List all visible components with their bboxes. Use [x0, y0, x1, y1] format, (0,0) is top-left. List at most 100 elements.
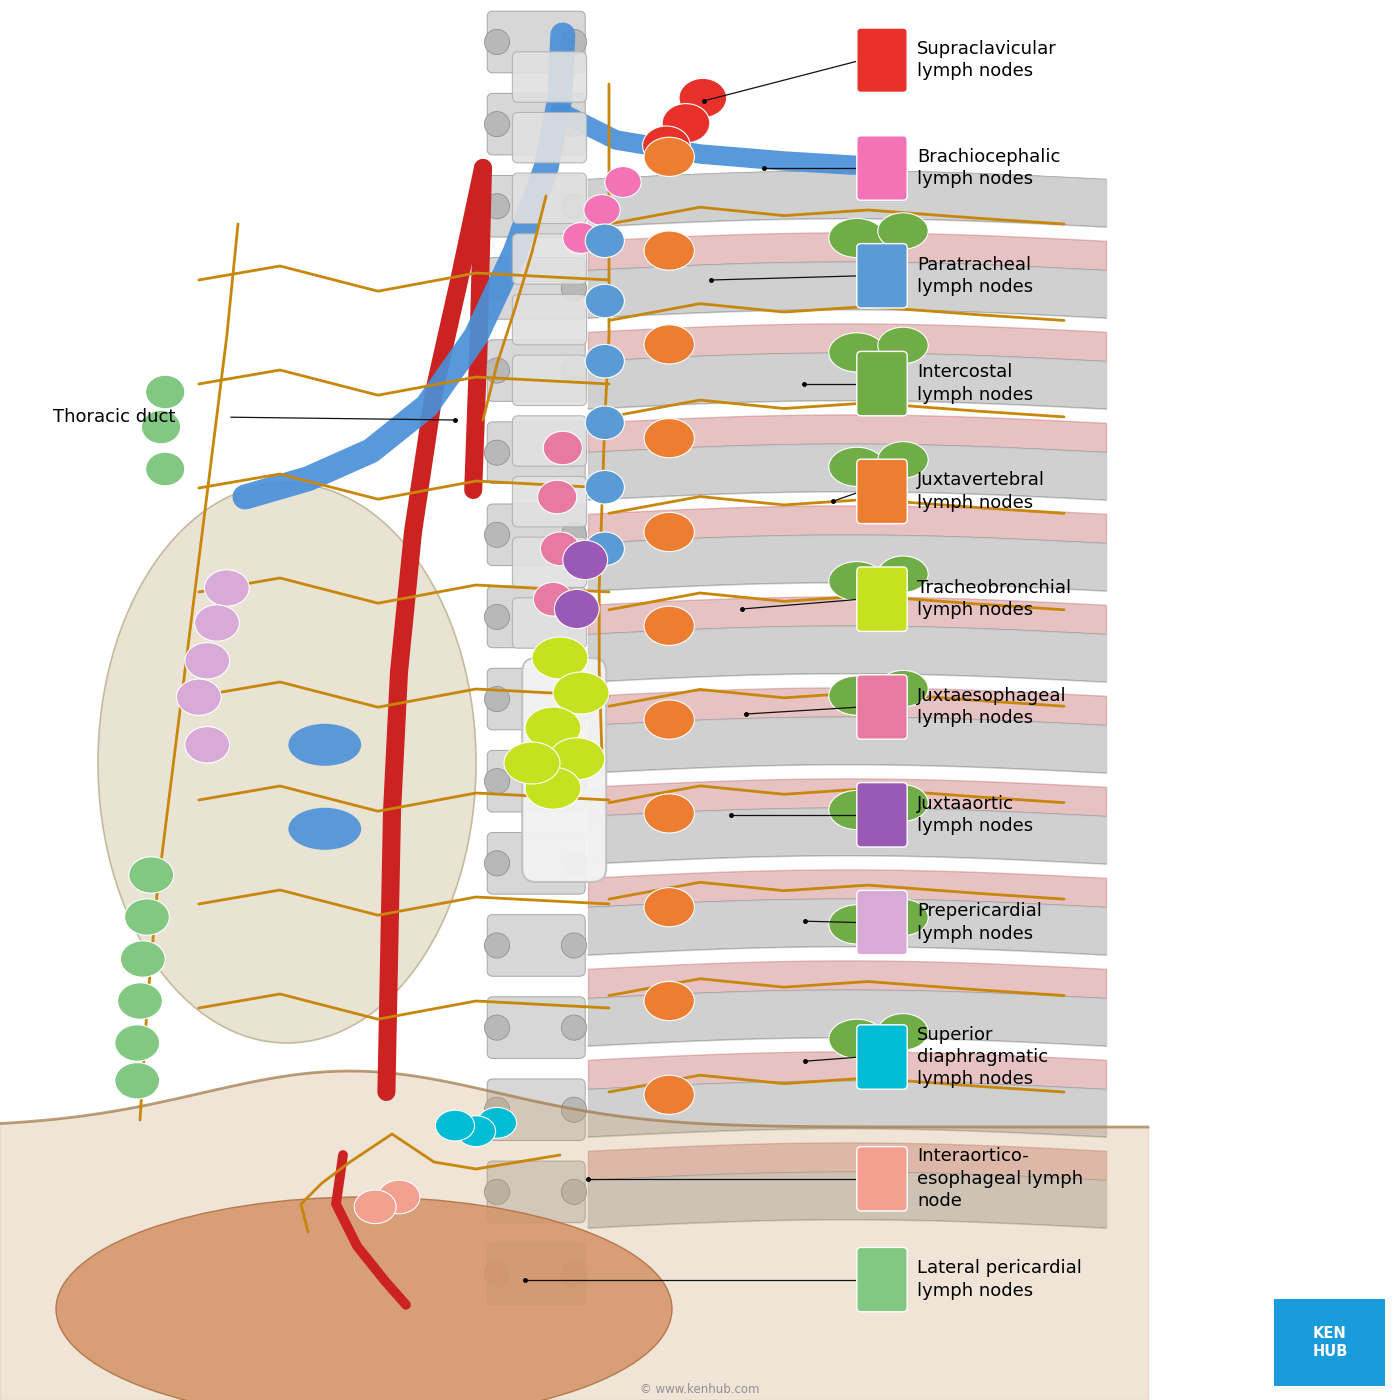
- FancyBboxPatch shape: [512, 294, 587, 344]
- Ellipse shape: [584, 195, 620, 225]
- FancyBboxPatch shape: [487, 587, 585, 648]
- Ellipse shape: [829, 1019, 885, 1058]
- Ellipse shape: [456, 1116, 496, 1147]
- Ellipse shape: [98, 483, 476, 1043]
- Ellipse shape: [185, 727, 230, 763]
- FancyBboxPatch shape: [857, 136, 907, 200]
- FancyBboxPatch shape: [512, 476, 587, 526]
- FancyBboxPatch shape: [487, 421, 585, 483]
- Circle shape: [561, 112, 587, 137]
- FancyBboxPatch shape: [487, 914, 585, 976]
- Text: lymph nodes: lymph nodes: [917, 171, 1033, 188]
- Text: Juxtavertebral: Juxtavertebral: [917, 472, 1044, 489]
- FancyBboxPatch shape: [512, 598, 587, 648]
- FancyBboxPatch shape: [857, 1025, 907, 1089]
- Ellipse shape: [644, 137, 694, 176]
- Text: Supraclavicular: Supraclavicular: [917, 41, 1057, 57]
- Ellipse shape: [878, 213, 928, 249]
- FancyBboxPatch shape: [487, 175, 585, 237]
- Ellipse shape: [195, 605, 239, 641]
- Circle shape: [561, 932, 587, 958]
- FancyBboxPatch shape: [857, 675, 907, 739]
- Ellipse shape: [878, 785, 928, 822]
- Circle shape: [484, 276, 510, 301]
- Ellipse shape: [829, 904, 885, 944]
- FancyBboxPatch shape: [857, 351, 907, 416]
- Ellipse shape: [185, 643, 230, 679]
- Ellipse shape: [204, 570, 249, 606]
- FancyBboxPatch shape: [487, 668, 585, 729]
- Ellipse shape: [354, 1190, 396, 1224]
- Ellipse shape: [644, 700, 694, 739]
- Ellipse shape: [585, 406, 624, 440]
- Circle shape: [484, 605, 510, 630]
- Ellipse shape: [56, 1197, 672, 1400]
- Ellipse shape: [540, 532, 580, 566]
- Circle shape: [561, 1261, 587, 1287]
- Circle shape: [561, 276, 587, 301]
- Circle shape: [561, 193, 587, 218]
- Ellipse shape: [538, 480, 577, 514]
- Ellipse shape: [829, 791, 885, 830]
- Ellipse shape: [644, 231, 694, 270]
- Ellipse shape: [176, 679, 221, 715]
- Circle shape: [484, 686, 510, 711]
- Circle shape: [484, 112, 510, 137]
- FancyBboxPatch shape: [857, 783, 907, 847]
- FancyBboxPatch shape: [512, 174, 587, 224]
- Text: lymph nodes: lymph nodes: [917, 710, 1033, 727]
- Circle shape: [484, 1098, 510, 1123]
- Ellipse shape: [643, 126, 690, 165]
- Text: node: node: [917, 1193, 962, 1210]
- Circle shape: [561, 605, 587, 630]
- Text: lymph nodes: lymph nodes: [917, 63, 1033, 80]
- Ellipse shape: [553, 672, 609, 714]
- Circle shape: [484, 851, 510, 876]
- Text: lymph nodes: lymph nodes: [917, 925, 1033, 942]
- Ellipse shape: [288, 808, 361, 850]
- Ellipse shape: [554, 589, 599, 629]
- Ellipse shape: [115, 1025, 160, 1061]
- Ellipse shape: [878, 328, 928, 364]
- FancyBboxPatch shape: [487, 1243, 585, 1305]
- Ellipse shape: [288, 724, 361, 766]
- FancyBboxPatch shape: [857, 459, 907, 524]
- Circle shape: [484, 932, 510, 958]
- Circle shape: [561, 29, 587, 55]
- Ellipse shape: [829, 333, 885, 372]
- Ellipse shape: [644, 325, 694, 364]
- Ellipse shape: [585, 344, 624, 378]
- FancyBboxPatch shape: [487, 833, 585, 895]
- FancyBboxPatch shape: [512, 234, 587, 284]
- Circle shape: [484, 1179, 510, 1204]
- FancyBboxPatch shape: [487, 11, 585, 73]
- FancyBboxPatch shape: [512, 356, 587, 406]
- Ellipse shape: [141, 410, 181, 444]
- Ellipse shape: [477, 1107, 517, 1138]
- Ellipse shape: [878, 899, 928, 935]
- FancyBboxPatch shape: [487, 997, 585, 1058]
- Text: Tracheobronchial: Tracheobronchial: [917, 580, 1071, 596]
- Circle shape: [484, 440, 510, 465]
- Ellipse shape: [129, 857, 174, 893]
- Ellipse shape: [115, 1063, 160, 1099]
- Circle shape: [484, 29, 510, 55]
- Ellipse shape: [679, 78, 727, 118]
- Ellipse shape: [435, 1110, 475, 1141]
- Ellipse shape: [563, 223, 599, 253]
- Text: lymph nodes: lymph nodes: [917, 494, 1033, 511]
- Text: esophageal lymph: esophageal lymph: [917, 1170, 1084, 1187]
- Ellipse shape: [644, 419, 694, 458]
- Ellipse shape: [120, 941, 165, 977]
- Text: Prepericardial: Prepericardial: [917, 903, 1042, 920]
- Text: Lateral pericardial: Lateral pericardial: [917, 1260, 1082, 1277]
- Ellipse shape: [525, 767, 581, 809]
- FancyBboxPatch shape: [857, 244, 907, 308]
- Circle shape: [561, 769, 587, 794]
- Text: Thoracic duct: Thoracic duct: [53, 409, 175, 426]
- Text: lymph nodes: lymph nodes: [917, 1282, 1033, 1299]
- FancyBboxPatch shape: [512, 52, 587, 102]
- Ellipse shape: [829, 447, 885, 486]
- FancyBboxPatch shape: [857, 28, 907, 92]
- Circle shape: [484, 193, 510, 218]
